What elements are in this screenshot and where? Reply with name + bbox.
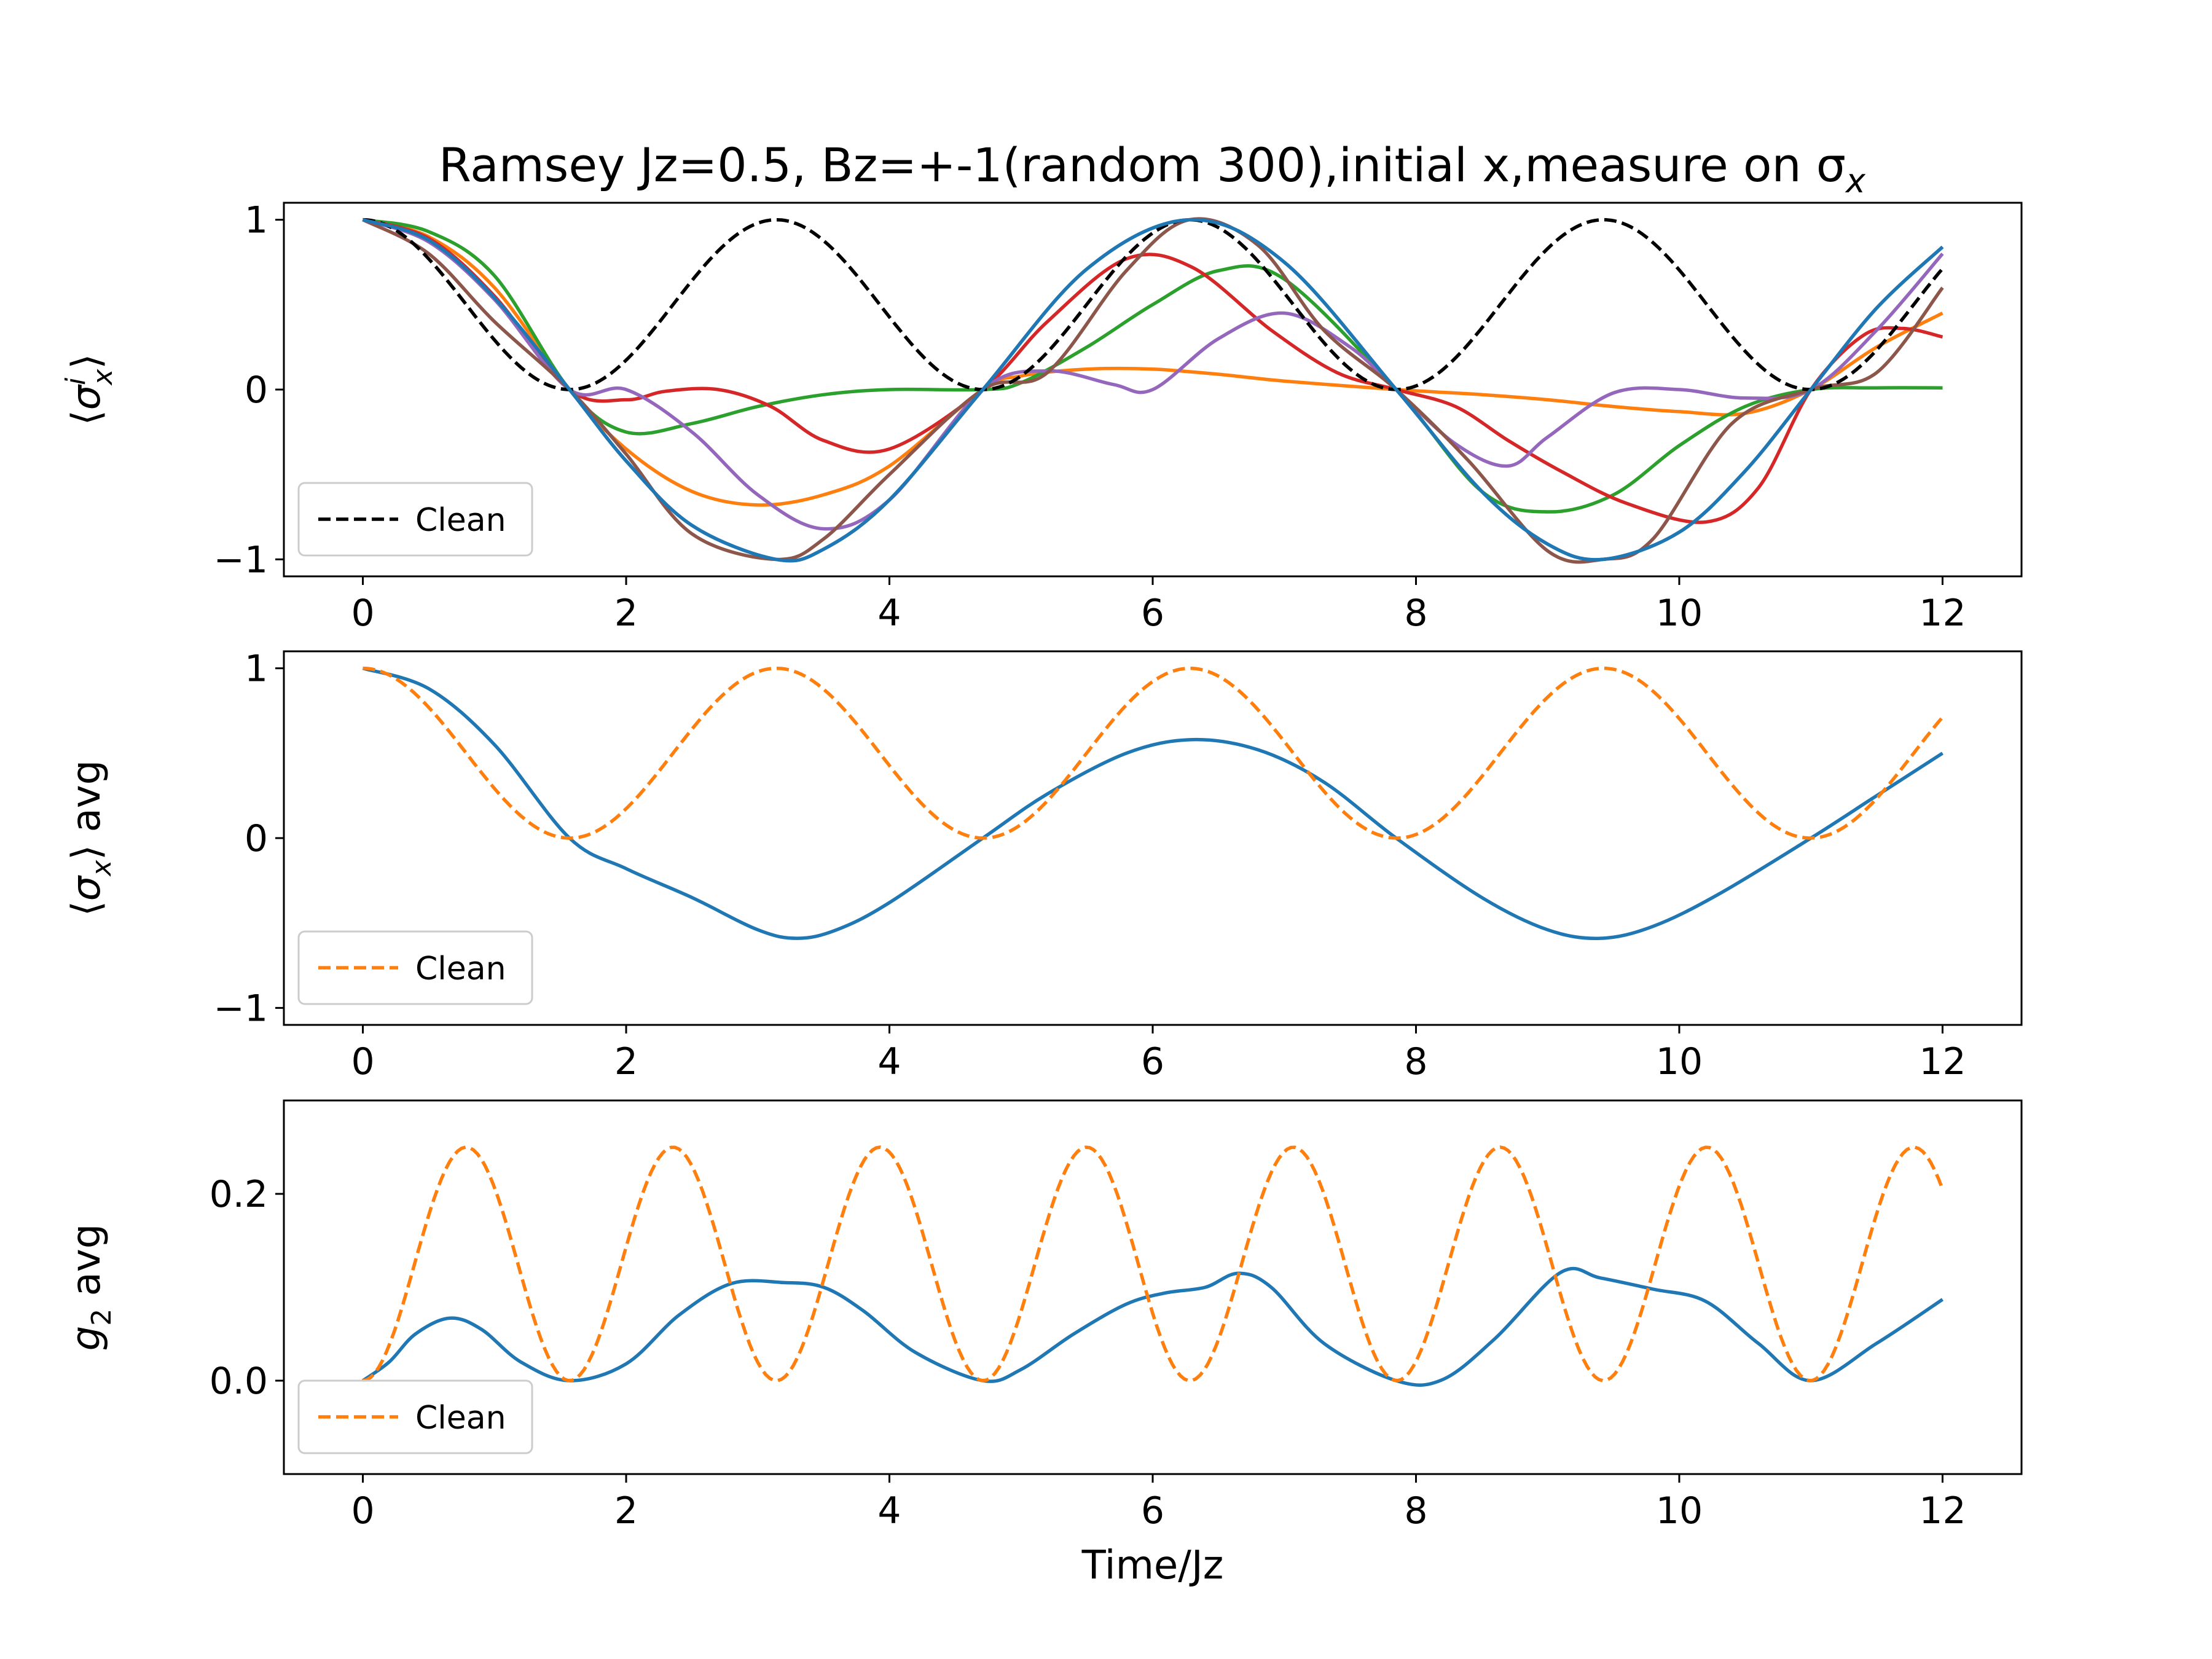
- y-axis-label: ⟨σix⟩: [60, 354, 119, 426]
- legend-label-clean: Clean: [415, 502, 506, 539]
- x-tick-label: 0: [351, 592, 374, 635]
- x-axis-label: Time/Jz: [1081, 1543, 1224, 1588]
- series-line-3: [362, 218, 1943, 524]
- panel-g2-average: 0 2 4 6 8 10 12 0.0 0.2 g2 avg Time/Jz Clean: [64, 1099, 2023, 1588]
- series-clean-line: [363, 666, 1944, 840]
- x-tick-label: 0: [351, 1040, 374, 1083]
- x-tick-label: 8: [1404, 1040, 1427, 1083]
- legend-box: [297, 482, 533, 557]
- series-clean-line: [363, 218, 1944, 391]
- x-tick-label: 2: [614, 592, 638, 635]
- y-tick-label: −1: [214, 987, 268, 1030]
- legend-box: [297, 930, 533, 1005]
- x-tick-label: 6: [1141, 1489, 1164, 1532]
- y-axis-label: ⟨σx⟩ avg: [64, 760, 117, 917]
- figure-title-subscript: x: [1845, 162, 1866, 200]
- x-tick-label: 4: [877, 1489, 901, 1532]
- y-tick-label: 0: [245, 817, 268, 860]
- x-tick-label: 0: [351, 1489, 374, 1532]
- x-tick-label: 10: [1656, 1040, 1703, 1083]
- series-line-2: [363, 218, 1943, 514]
- x-tick-label: 10: [1656, 592, 1703, 635]
- y-tick-label: 0: [245, 369, 268, 412]
- panel-individual-sigma-x: 0 2 4 6 8 10 12 −1 0 1 ⟨σix⟩ Clean: [60, 199, 2023, 635]
- series-line-7: [362, 218, 1944, 563]
- panel-average-sigma-x: 0 2 4 6 8 10 12 −1 0 1 ⟨σx⟩ avg Clean: [64, 648, 2023, 1083]
- x-tick-label: 8: [1404, 1489, 1427, 1532]
- series-line-4: [362, 218, 1944, 531]
- x-tick-label: 10: [1656, 1489, 1703, 1532]
- series-line-0: [362, 666, 1943, 940]
- x-tick-label: 4: [877, 1040, 901, 1083]
- y-tick-label: 1: [245, 648, 268, 691]
- legend-box: [297, 1379, 533, 1454]
- legend-label-clean: Clean: [415, 951, 506, 987]
- plot-area: [362, 217, 1944, 564]
- x-tick-label: 12: [1919, 1040, 1966, 1083]
- y-tick-label: 0.0: [210, 1360, 268, 1403]
- y-tick-label: 0.2: [210, 1173, 268, 1216]
- legend-label-clean: Clean: [415, 1400, 506, 1437]
- x-tick-label: 4: [877, 592, 901, 635]
- y-tick-label: 1: [245, 199, 268, 242]
- y-axis-label: g2 avg: [64, 1224, 117, 1351]
- plot-area: [361, 1145, 1945, 1387]
- series-line-0: [361, 1266, 1944, 1387]
- series-clean-line: [362, 1145, 1945, 1382]
- x-tick-label: 8: [1404, 592, 1427, 635]
- x-tick-label: 12: [1919, 592, 1966, 635]
- x-tick-label: 2: [614, 1489, 638, 1532]
- series-line-5: [362, 217, 1944, 564]
- y-tick-label: −1: [214, 538, 268, 581]
- figure-title: Ramsey Jz=0.5, Bz=+-1(random 300),initia…: [439, 138, 1866, 200]
- x-tick-label: 6: [1141, 1040, 1164, 1083]
- x-tick-label: 12: [1919, 1489, 1966, 1532]
- x-tick-label: 2: [614, 1040, 638, 1083]
- plot-area: [362, 666, 1944, 940]
- x-tick-label: 6: [1141, 592, 1164, 635]
